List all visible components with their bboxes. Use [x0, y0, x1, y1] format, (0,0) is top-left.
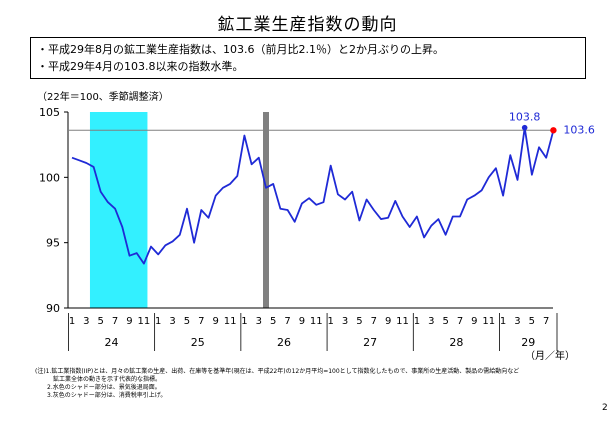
peak-point — [521, 124, 528, 131]
month-tick-label: 3 — [342, 316, 348, 327]
summary-box: ・平成29年8月の鉱工業生産指数は、103.6（前月比2.1％）と2か月ぶりの上… — [30, 37, 586, 79]
year-label: 24 — [105, 336, 119, 349]
month-tick-label: 9 — [385, 316, 391, 327]
footnotes: (注)1.鉱工業指数(IIP)とは、月々の鉱工業の生産、出荷、在庫等を基準年(現… — [35, 368, 575, 400]
month-tick-label: 1 — [241, 316, 247, 327]
month-tick-label: 3 — [83, 316, 89, 327]
x-axis-label: （月／年） — [525, 349, 575, 362]
month-tick-label: 11 — [396, 316, 409, 327]
peak-value-label: 103.8 — [509, 111, 541, 124]
month-tick-label: 11 — [224, 316, 237, 327]
page-number: 2 — [602, 403, 608, 413]
month-tick-label: 5 — [184, 316, 190, 327]
month-tick-label: 3 — [169, 316, 175, 327]
month-tick-label: 9 — [126, 316, 132, 327]
month-tick-label: 7 — [112, 316, 118, 327]
month-tick-label: 11 — [137, 316, 150, 327]
footnote-1: (注)1.鉱工業指数(IIP)とは、月々の鉱工業の生産、出荷、在庫等を基準年(現… — [35, 368, 520, 375]
month-tick-label: 9 — [299, 316, 305, 327]
series-line — [71, 126, 555, 265]
month-tick-label: 5 — [356, 316, 362, 327]
month-tick-label: 7 — [371, 316, 377, 327]
summary-line-1: ・平成29年8月の鉱工業生産指数は、103.6（前月比2.1％）と2か月ぶりの上… — [37, 43, 444, 56]
year-label: 25 — [191, 336, 205, 349]
recession-shade — [89, 112, 148, 308]
year-label: 29 — [521, 336, 535, 349]
footnote-2: 2.水色のシャドー部分は、景気後退局面。 — [35, 384, 161, 391]
footnote-1-continued: 鉱工業全体の動きを示す代表的な指標。 — [35, 376, 162, 383]
tax-increase-shade — [263, 112, 269, 308]
month-tick-label: 5 — [529, 316, 535, 327]
month-tick-label: 7 — [543, 316, 549, 327]
month-tick-label: 11 — [310, 316, 323, 327]
latest-value-label: 103.6 — [563, 123, 595, 136]
month-tick-label: 9 — [213, 316, 219, 327]
month-tick-label: 11 — [482, 316, 495, 327]
page-title: 鉱工業生産指数の動向 — [217, 15, 398, 35]
y-axis-label: （22年＝100、季節調整済） — [37, 90, 169, 103]
month-tick-label: 3 — [428, 316, 434, 327]
y-tick-label: 90 — [46, 302, 60, 315]
month-tick-label: 1 — [414, 316, 420, 327]
y-tick-label: 100 — [39, 171, 60, 184]
month-tick-label: 5 — [442, 316, 448, 327]
year-label: 28 — [449, 336, 463, 349]
month-tick-label: 7 — [457, 316, 463, 327]
month-tick-label: 7 — [198, 316, 204, 327]
month-tick-label: 3 — [514, 316, 520, 327]
y-tick-label: 105 — [39, 106, 60, 119]
summary-line-2: ・平成29年4月の103.8以来の指数水準。 — [37, 60, 244, 73]
y-tick-label: 95 — [46, 237, 60, 250]
month-tick-label: 1 — [155, 316, 161, 327]
month-tick-label: 5 — [270, 316, 276, 327]
year-label: 26 — [277, 336, 291, 349]
month-tick-label: 1 — [327, 316, 333, 327]
month-tick-label: 9 — [471, 316, 477, 327]
month-tick-label: 5 — [98, 316, 104, 327]
month-tick-label: 1 — [500, 316, 506, 327]
latest-point — [550, 127, 557, 134]
year-label: 27 — [363, 336, 377, 349]
month-tick-label: 1 — [69, 316, 75, 327]
month-tick-label: 7 — [284, 316, 290, 327]
footnote-3: 3.灰色のシャドー部分は、消費税率引上げ。 — [35, 392, 167, 399]
month-tick-label: 3 — [256, 316, 262, 327]
